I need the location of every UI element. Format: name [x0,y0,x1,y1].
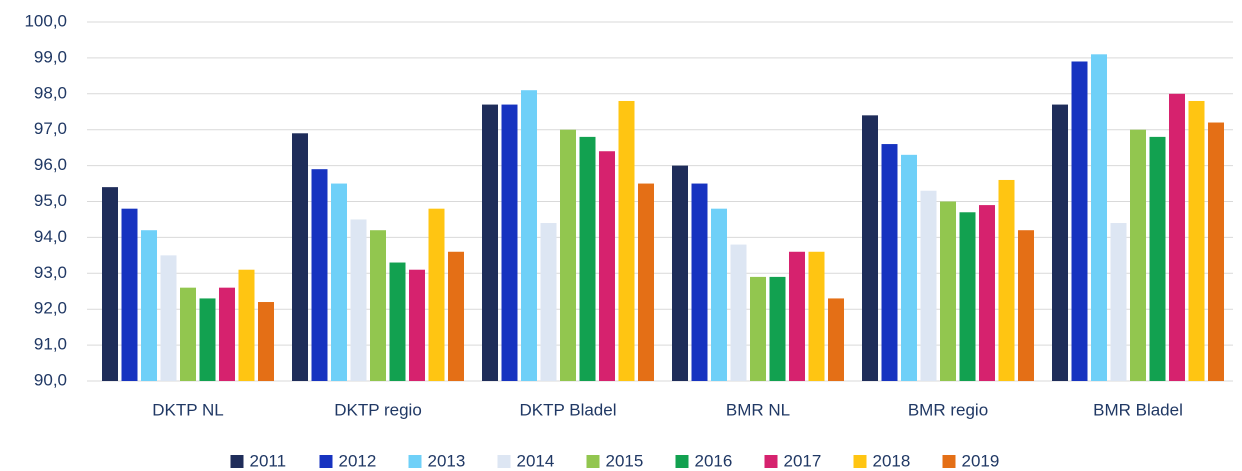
legend-swatch [320,455,333,468]
x-tick-label: DKTP NL [152,400,224,419]
bar [599,151,615,381]
bar [580,137,596,381]
x-tick-label: BMR NL [726,400,790,419]
bar [672,166,688,381]
bar [638,184,654,381]
y-tick-label: 93,0 [34,263,67,282]
bar [1208,123,1224,381]
bar [351,219,367,381]
y-tick-label: 90,0 [34,370,67,389]
bar [940,202,956,382]
bar [258,302,274,381]
legend-swatch [587,455,600,468]
y-tick-label: 95,0 [34,191,67,210]
bar [482,105,498,381]
x-tick-label: DKTP Bladel [519,400,616,419]
bar [370,230,386,381]
legend-label: 2011 [250,451,287,470]
bar [122,209,138,381]
bar [429,209,445,381]
bar [180,288,196,381]
bar [999,180,1015,381]
bar [448,252,464,381]
bar [619,101,635,381]
bar [292,133,308,381]
bar [560,130,576,381]
bar [141,230,157,381]
legend-label: 2018 [873,451,911,470]
bar [239,270,255,381]
bar [1189,101,1205,381]
bar [1130,130,1146,381]
chart: 90,0 91,0 92,0 93,0 94,0 95,0 96,0 97,0 98,0 99,0… [0,0,1242,471]
legend-label: 2016 [695,451,733,470]
legend-swatch [943,455,956,468]
bar [541,223,557,381]
legend-swatch [676,455,689,468]
bar [809,252,825,381]
y-tick-label: 91,0 [34,335,67,354]
bar [1150,137,1166,381]
bar [731,245,747,381]
bar [409,270,425,381]
legend-swatch [231,455,244,468]
bar [161,255,177,381]
legend-label: 2013 [428,451,466,470]
x-tick-label: BMR regio [908,400,988,419]
legend-swatch [409,455,422,468]
legend-swatch [498,455,511,468]
legend-label: 2017 [784,451,822,470]
y-tick-label: 98,0 [34,83,67,102]
x-tick-label: BMR Bladel [1093,400,1183,419]
bar [921,191,937,381]
bar [789,252,805,381]
bar [200,298,216,381]
y-tick-label: 100,0 [24,11,67,30]
bar [1052,105,1068,381]
bar [862,115,878,381]
bar [882,144,898,381]
y-tick-label: 99,0 [34,47,67,66]
bar [502,105,518,381]
y-tick-label: 94,0 [34,227,67,246]
legend-label: 2014 [517,451,555,470]
bar [390,263,406,381]
bar [979,205,995,381]
bar [770,277,786,381]
bar [1091,54,1107,381]
bar [692,184,708,381]
y-tick-label: 92,0 [34,299,67,318]
bar [1169,94,1185,381]
legend-label: 2012 [339,451,377,470]
bar [711,209,727,381]
bar [828,298,844,381]
bar [331,184,347,381]
bar [102,187,118,381]
bar [1018,230,1034,381]
x-tick-label: DKTP regio [334,400,422,419]
bar [219,288,235,381]
bar [312,169,328,381]
bar [1111,223,1127,381]
y-tick-label: 97,0 [34,119,67,138]
legend-label: 2015 [606,451,644,470]
bar [521,90,537,381]
bar [960,212,976,381]
legend-swatch [765,455,778,468]
bar [750,277,766,381]
legend-label: 2019 [962,451,1000,470]
y-tick-label: 96,0 [34,155,67,174]
legend-swatch [854,455,867,468]
bar [1072,61,1088,381]
bar [901,155,917,381]
